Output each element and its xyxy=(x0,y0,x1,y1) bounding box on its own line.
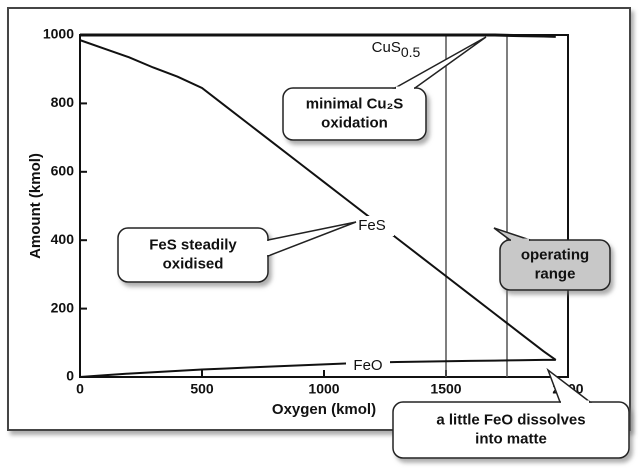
series-line xyxy=(79,39,557,361)
series-label: FeO xyxy=(353,357,382,374)
x-axis-label: Oxygen (kmol) xyxy=(272,401,376,418)
callout-text: minimal Cu₂S xyxy=(306,95,404,112)
series-label: CuS0.5 xyxy=(372,39,421,60)
series-line xyxy=(80,33,556,38)
y-tick-label: 400 xyxy=(51,231,75,247)
series-subscript: 0.5 xyxy=(401,44,421,60)
label-bg xyxy=(374,38,418,58)
y-axis-label: Amount (kmol) xyxy=(27,153,44,259)
callout-box xyxy=(282,87,427,141)
callout-text: operating xyxy=(521,246,589,263)
y-tick-label: 0 xyxy=(66,368,74,384)
series-name: CuS xyxy=(372,39,401,56)
callout-text: oxidised xyxy=(163,255,224,272)
y-tick-label: 800 xyxy=(51,94,75,110)
x-tick-label: 1000 xyxy=(308,381,339,397)
callout-text: into matte xyxy=(475,430,547,447)
x-tick-label: 1500 xyxy=(430,381,461,397)
callout-text: oxidation xyxy=(321,114,388,131)
label-bg xyxy=(350,216,394,236)
callout-text: range xyxy=(535,265,576,282)
y-tick-label: 1000 xyxy=(43,26,74,42)
series-name: FeO xyxy=(353,357,382,374)
label-bg xyxy=(346,356,390,376)
series-label: FeS xyxy=(358,217,386,234)
y-tick-label: 600 xyxy=(51,163,75,179)
y-tick-label: 200 xyxy=(51,299,75,315)
x-tick-label: 500 xyxy=(190,381,214,397)
series-line xyxy=(79,358,556,378)
callout-box xyxy=(499,239,611,291)
x-tick-label: 0 xyxy=(76,381,84,397)
series-name: FeS xyxy=(358,217,386,234)
callout-text: FeS steadily xyxy=(149,236,237,253)
callout-text: a little FeO dissolves xyxy=(436,411,585,428)
callout-box xyxy=(392,401,630,459)
frame xyxy=(7,7,631,431)
